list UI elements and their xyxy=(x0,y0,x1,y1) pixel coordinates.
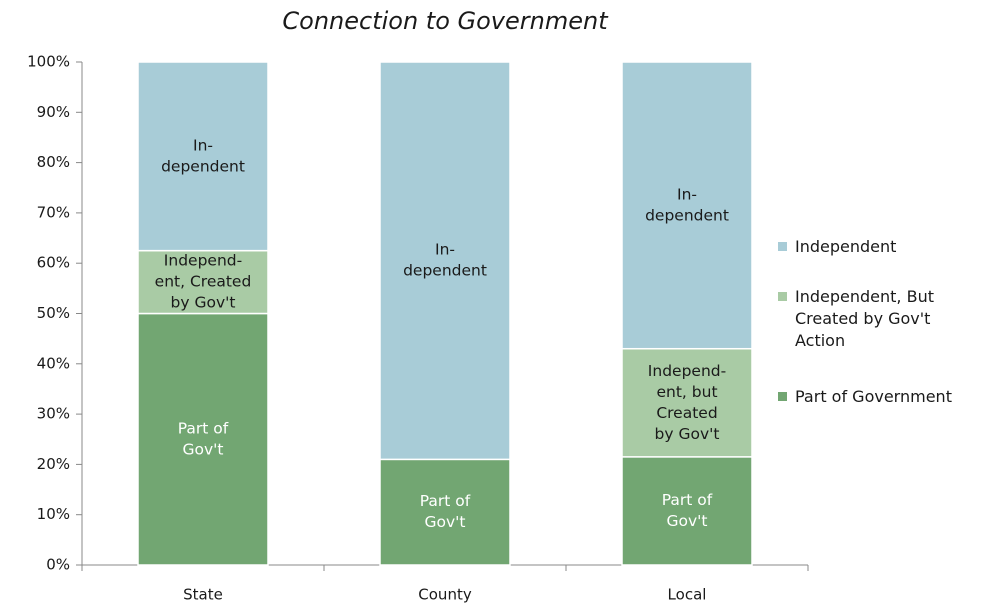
legend-label: Independent xyxy=(795,237,897,256)
segment-label: Gov't xyxy=(666,512,707,530)
y-tick-label: 0% xyxy=(46,556,70,574)
segment-label: Independ- xyxy=(648,362,726,380)
segment-label: Gov't xyxy=(182,440,223,458)
bar-segment xyxy=(137,249,269,315)
bar-segment xyxy=(621,61,753,350)
y-tick-label: 50% xyxy=(37,304,70,322)
bar-segment xyxy=(137,61,269,252)
y-tick-label: 20% xyxy=(37,455,70,473)
legend-label: Part of Government xyxy=(795,387,952,406)
segment-label: Part of xyxy=(178,419,229,437)
legend-swatch xyxy=(778,392,787,401)
segment-label: ent, Created xyxy=(155,273,252,291)
y-tick-label: 60% xyxy=(37,254,70,272)
legend-swatch xyxy=(778,292,787,301)
segment-label: dependent xyxy=(161,157,245,175)
y-tick-label: 70% xyxy=(37,203,70,221)
segment-label: Created xyxy=(656,404,717,422)
bar-segment xyxy=(379,458,511,566)
bar-segment xyxy=(137,312,269,566)
segment-label: by Gov't xyxy=(655,425,720,443)
segment-label: Part of xyxy=(662,491,713,509)
y-tick-label: 40% xyxy=(37,354,70,372)
y-tick-label: 90% xyxy=(37,103,70,121)
segment-label: Gov't xyxy=(424,513,465,531)
x-tick-label: County xyxy=(418,586,472,604)
y-tick-label: 100% xyxy=(27,53,70,71)
segment-label: dependent xyxy=(645,206,729,224)
y-tick-label: 10% xyxy=(37,505,70,523)
segment-label: Independ- xyxy=(164,252,242,270)
segment-label: Part of xyxy=(420,492,471,510)
segment-label: ent, but xyxy=(656,383,717,401)
legend-label: Independent, But Created by Gov't Action xyxy=(795,287,934,350)
y-tick-label: 30% xyxy=(37,405,70,423)
segment-label: In- xyxy=(435,241,455,259)
segment-label: dependent xyxy=(403,262,487,280)
segment-label: by Gov't xyxy=(171,294,236,312)
segment-label: In- xyxy=(193,136,213,154)
y-tick-label: 80% xyxy=(37,153,70,171)
legend-swatch xyxy=(778,242,787,251)
bar-segment xyxy=(621,456,753,566)
bar-segment xyxy=(379,61,511,461)
x-tick-label: Local xyxy=(668,586,707,604)
chart-title: Connection to Government xyxy=(282,7,609,35)
x-tick-label: State xyxy=(183,586,223,604)
segment-label: In- xyxy=(677,185,697,203)
